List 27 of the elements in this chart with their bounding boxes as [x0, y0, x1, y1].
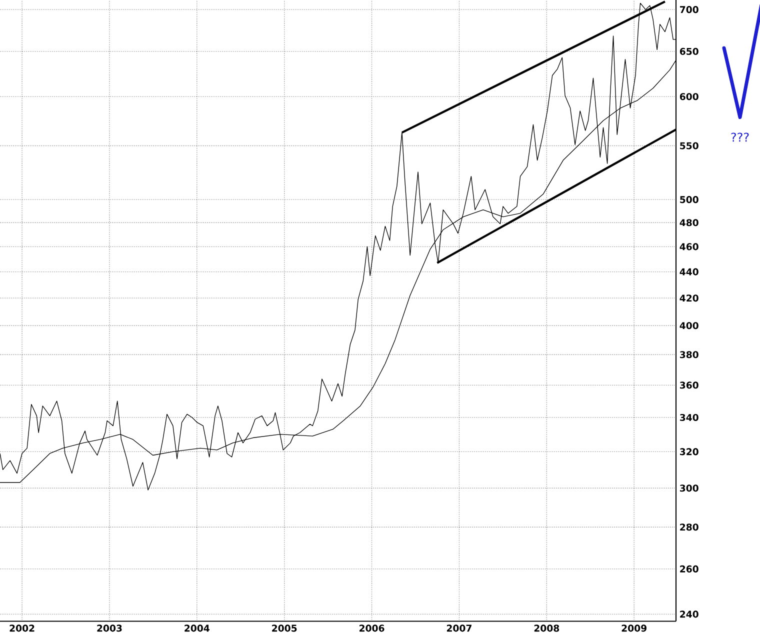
y-tick-label: 650	[680, 48, 698, 55]
y-tick-label: 600	[680, 93, 698, 100]
x-tick-label: 2007	[446, 624, 472, 632]
x-tick-label: 2002	[10, 624, 34, 632]
x-tick-label: 2009	[622, 624, 646, 632]
x-tick-label: 2004	[184, 624, 210, 632]
y-tick-label: 380	[680, 351, 698, 358]
y-tick-label: 550	[680, 142, 698, 150]
y-tick-label: 440	[680, 268, 698, 276]
y-tick-label: 420	[680, 294, 698, 302]
y-tick-label: 320	[680, 448, 698, 456]
y-tick-label: 240	[680, 610, 698, 618]
y-tick-label: 280	[680, 524, 698, 531]
y-tick-label: 260	[680, 565, 698, 572]
x-tick-label: 2008	[534, 624, 560, 632]
y-tick-label: 700	[680, 6, 698, 14]
y-tick-label: 460	[680, 243, 698, 250]
y-tick-label: 480	[680, 219, 698, 226]
y-tick-label: 360	[680, 382, 698, 389]
y-tick-label: 300	[680, 484, 698, 492]
x-tick-label: 2003	[97, 624, 122, 632]
y-tick-label: 400	[680, 322, 698, 330]
y-tick-label: 500	[680, 196, 698, 204]
x-tick-label: 2005	[272, 624, 297, 632]
x-tick-label: 2006	[360, 624, 384, 632]
text: ???	[731, 132, 749, 142]
y-tick-label: 340	[680, 414, 698, 421]
